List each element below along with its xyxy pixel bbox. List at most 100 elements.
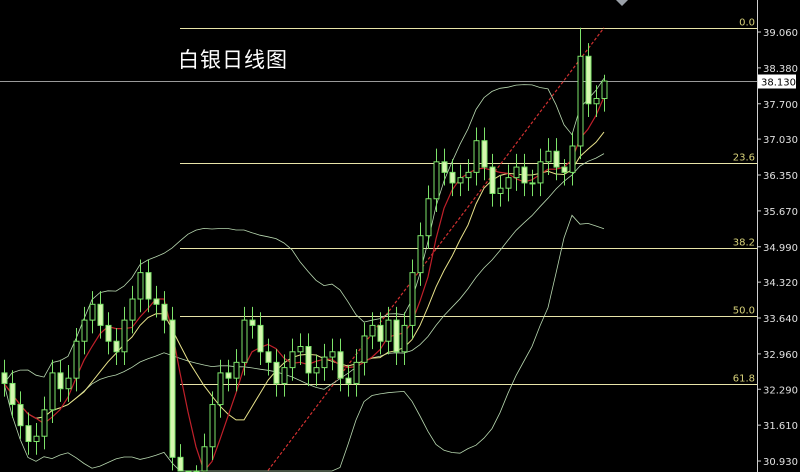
candle-body (121, 319, 128, 353)
candle-body (377, 324, 384, 342)
candle-body (297, 346, 304, 353)
current-price-box (758, 74, 796, 89)
candle-body (593, 97, 600, 105)
candle-body (529, 182, 536, 185)
candle-body (321, 356, 328, 369)
price-tick-label: 30.930 (763, 457, 798, 468)
candle-body (257, 324, 264, 353)
price-tick-label: 34.320 (763, 278, 798, 289)
candle-body (497, 187, 504, 194)
candle-body (137, 272, 144, 300)
candle-body (401, 324, 408, 353)
candle-body (49, 372, 56, 411)
candle-body (409, 272, 416, 326)
candle-body (537, 161, 544, 184)
candle-body (545, 150, 552, 163)
candle-body (505, 177, 512, 189)
candle-body (345, 377, 352, 384)
candle-body (97, 303, 104, 326)
bollinger-middle-band (3, 153, 605, 419)
price-tick-label: 37.030 (763, 135, 798, 146)
candle-body (449, 171, 456, 184)
candle-body (353, 361, 360, 384)
candle-body (369, 324, 376, 337)
candle-body (489, 166, 496, 194)
price-tick-label: 32.960 (763, 350, 798, 361)
candle-body (177, 456, 184, 472)
candle-body (73, 340, 80, 379)
price-tick-label: 38.380 (763, 64, 798, 75)
candle-body (105, 324, 112, 342)
candle-body (433, 161, 440, 200)
candle-body (161, 303, 168, 321)
candle-body (465, 171, 472, 179)
candle-body (473, 140, 480, 173)
moving-average-slow (3, 131, 605, 421)
price-tick-label: 36.350 (763, 171, 798, 182)
trend-line (267, 27, 605, 471)
candle-body (425, 198, 432, 237)
moving-average-fast (3, 96, 605, 472)
candle-body (33, 435, 40, 442)
candle-body (89, 303, 96, 321)
fib-label: 50.0 (733, 306, 755, 317)
candle-body (41, 409, 48, 437)
candle-body (233, 361, 240, 379)
candle-body (81, 319, 88, 342)
candle-body (417, 235, 424, 274)
candle-body (601, 80, 608, 99)
candle-body (209, 404, 216, 448)
candle-body (145, 272, 152, 300)
fib-label: 61.8 (733, 374, 755, 385)
candle-body (289, 351, 296, 369)
candle-body (225, 372, 232, 379)
candle-body (305, 346, 312, 374)
candle-body (273, 361, 280, 384)
candle-body (521, 166, 528, 184)
candle-body (25, 425, 32, 442)
candle-body (57, 372, 64, 390)
candle-body (1, 372, 8, 384)
candle-body (65, 377, 72, 390)
candle-body (313, 367, 320, 374)
price-tick-label: 39.060 (763, 28, 798, 39)
fib-label: 23.6 (733, 153, 755, 164)
candle-body (201, 446, 208, 472)
candle-body (577, 55, 584, 147)
price-tick-label: 32.290 (763, 385, 798, 396)
candle-body (513, 166, 520, 179)
candle-body (217, 372, 224, 406)
candle-body (17, 404, 24, 427)
price-tick-label: 35.670 (763, 207, 798, 218)
fib-label: 38.2 (733, 238, 755, 249)
candle-body (329, 351, 336, 358)
candle-body (385, 319, 392, 342)
candle-body (337, 351, 344, 379)
bollinger-lower-band (3, 214, 605, 472)
candle-body (153, 298, 160, 305)
candle-body (9, 382, 16, 406)
price-tick-label: 37.700 (763, 100, 798, 111)
candle-body (265, 351, 272, 363)
chart-title: 白银日线图 (178, 48, 288, 72)
fib-label: 0.0 (739, 18, 755, 29)
current-price-label: 38.130 (761, 78, 796, 89)
scroll-marker-icon (616, 0, 628, 6)
candle-body (569, 145, 576, 173)
candle-body (113, 340, 120, 353)
candle-body (585, 55, 592, 105)
bollinger-upper-band (3, 78, 605, 384)
candle-body (241, 319, 248, 363)
candle-body (553, 150, 560, 168)
candle-body (249, 319, 256, 326)
price-tick-label: 34.990 (763, 243, 798, 254)
candle-body (561, 166, 568, 173)
candle-body (169, 319, 176, 458)
candle-body (129, 298, 136, 321)
price-tick-label: 31.610 (763, 421, 798, 432)
price-tick-label: 33.640 (763, 314, 798, 325)
candle-body (393, 319, 400, 353)
candle-body (481, 140, 488, 168)
